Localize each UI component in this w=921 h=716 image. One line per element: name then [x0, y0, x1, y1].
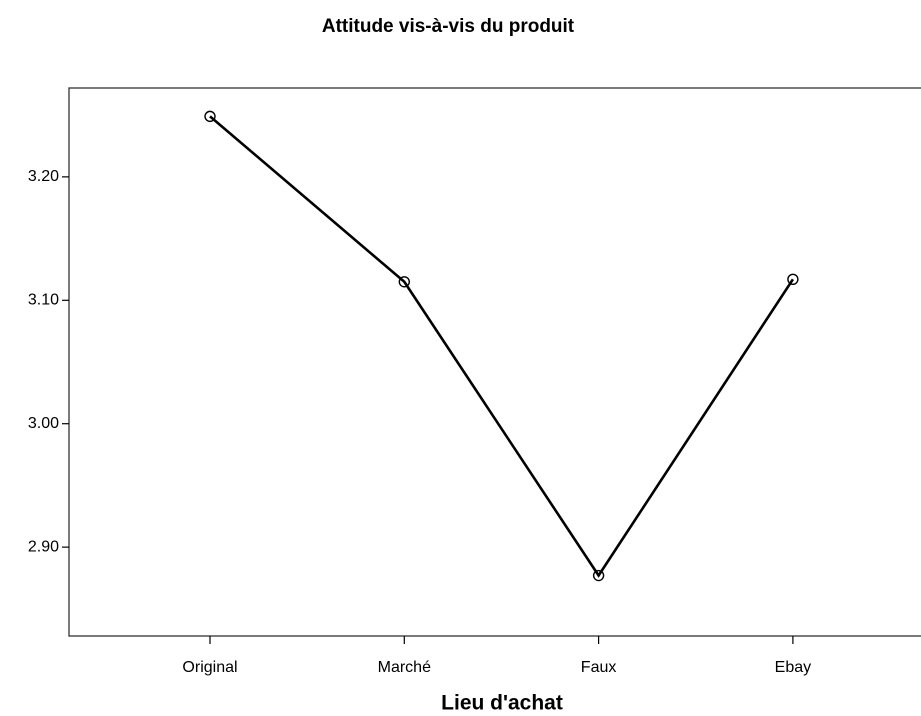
chart-title: Attitude vis-à-vis du produit — [322, 16, 575, 37]
y-tick-label: 3.00 — [28, 415, 59, 432]
data-line — [209, 115, 794, 578]
data-point — [398, 276, 410, 288]
y-tick-label: 2.90 — [28, 538, 59, 555]
y-tick-label: 3.10 — [28, 292, 59, 309]
x-tick-label: Faux — [581, 659, 617, 676]
x-tick-label: Marché — [378, 659, 431, 676]
data-point — [204, 110, 216, 123]
y-tick-label: 3.20 — [28, 168, 59, 185]
x-tick-label: Ebay — [775, 659, 811, 676]
plot-frame — [68, 87, 921, 637]
x-axis-label: Lieu d'achat — [441, 692, 563, 715]
data-point — [787, 273, 799, 286]
x-tick-label: Original — [182, 659, 237, 676]
data-point — [592, 569, 605, 582]
